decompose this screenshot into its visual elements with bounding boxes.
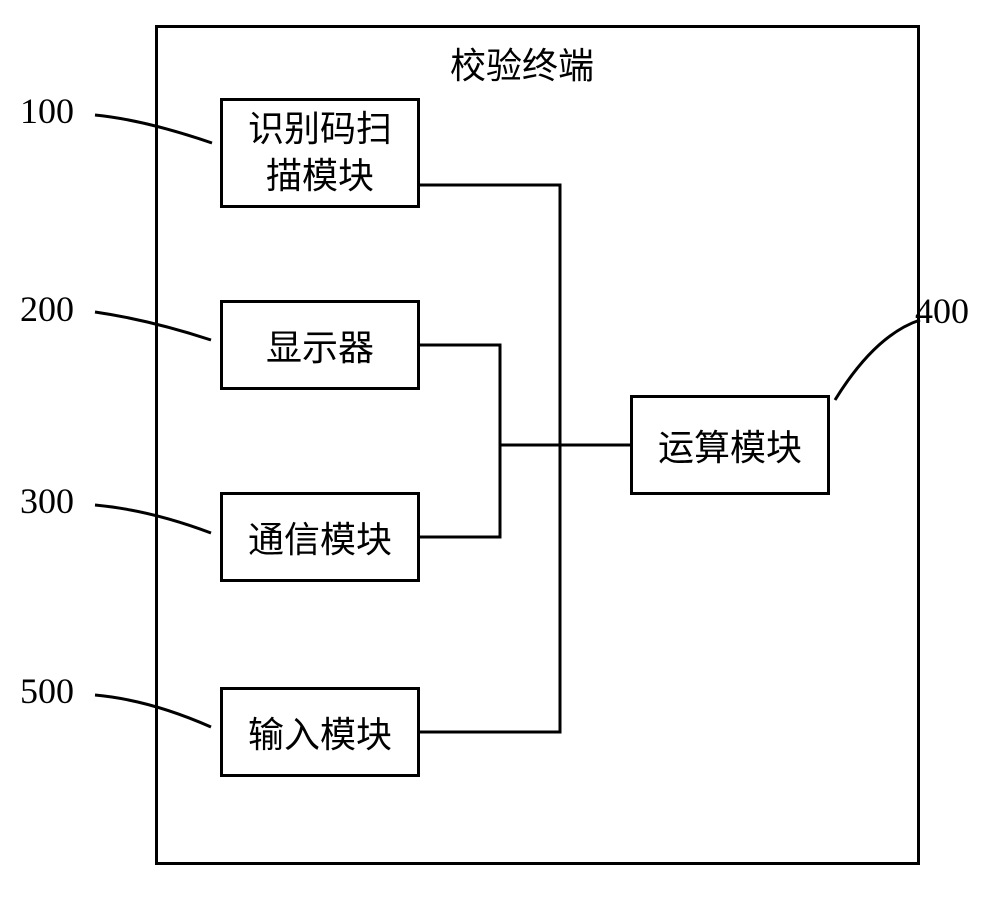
ref-label-400: 400 — [915, 290, 969, 332]
ref-label-200: 200 — [20, 288, 74, 330]
input-module-box: 输入模块 — [220, 687, 420, 777]
compute-module-box: 运算模块 — [630, 395, 830, 495]
display-label: 显示器 — [266, 319, 374, 371]
input-module-label: 输入模块 — [248, 706, 392, 758]
scan-module-box: 识别码扫 描模块 — [220, 98, 420, 208]
scan-module-label: 识别码扫 描模块 — [248, 106, 392, 200]
diagram-title: 校验终端 — [450, 37, 594, 89]
compute-module-label: 运算模块 — [658, 419, 802, 471]
comm-module-label: 通信模块 — [248, 511, 392, 563]
ref-label-100: 100 — [20, 90, 74, 132]
ref-label-500: 500 — [20, 670, 74, 712]
display-box: 显示器 — [220, 300, 420, 390]
ref-label-300: 300 — [20, 480, 74, 522]
comm-module-box: 通信模块 — [220, 492, 420, 582]
